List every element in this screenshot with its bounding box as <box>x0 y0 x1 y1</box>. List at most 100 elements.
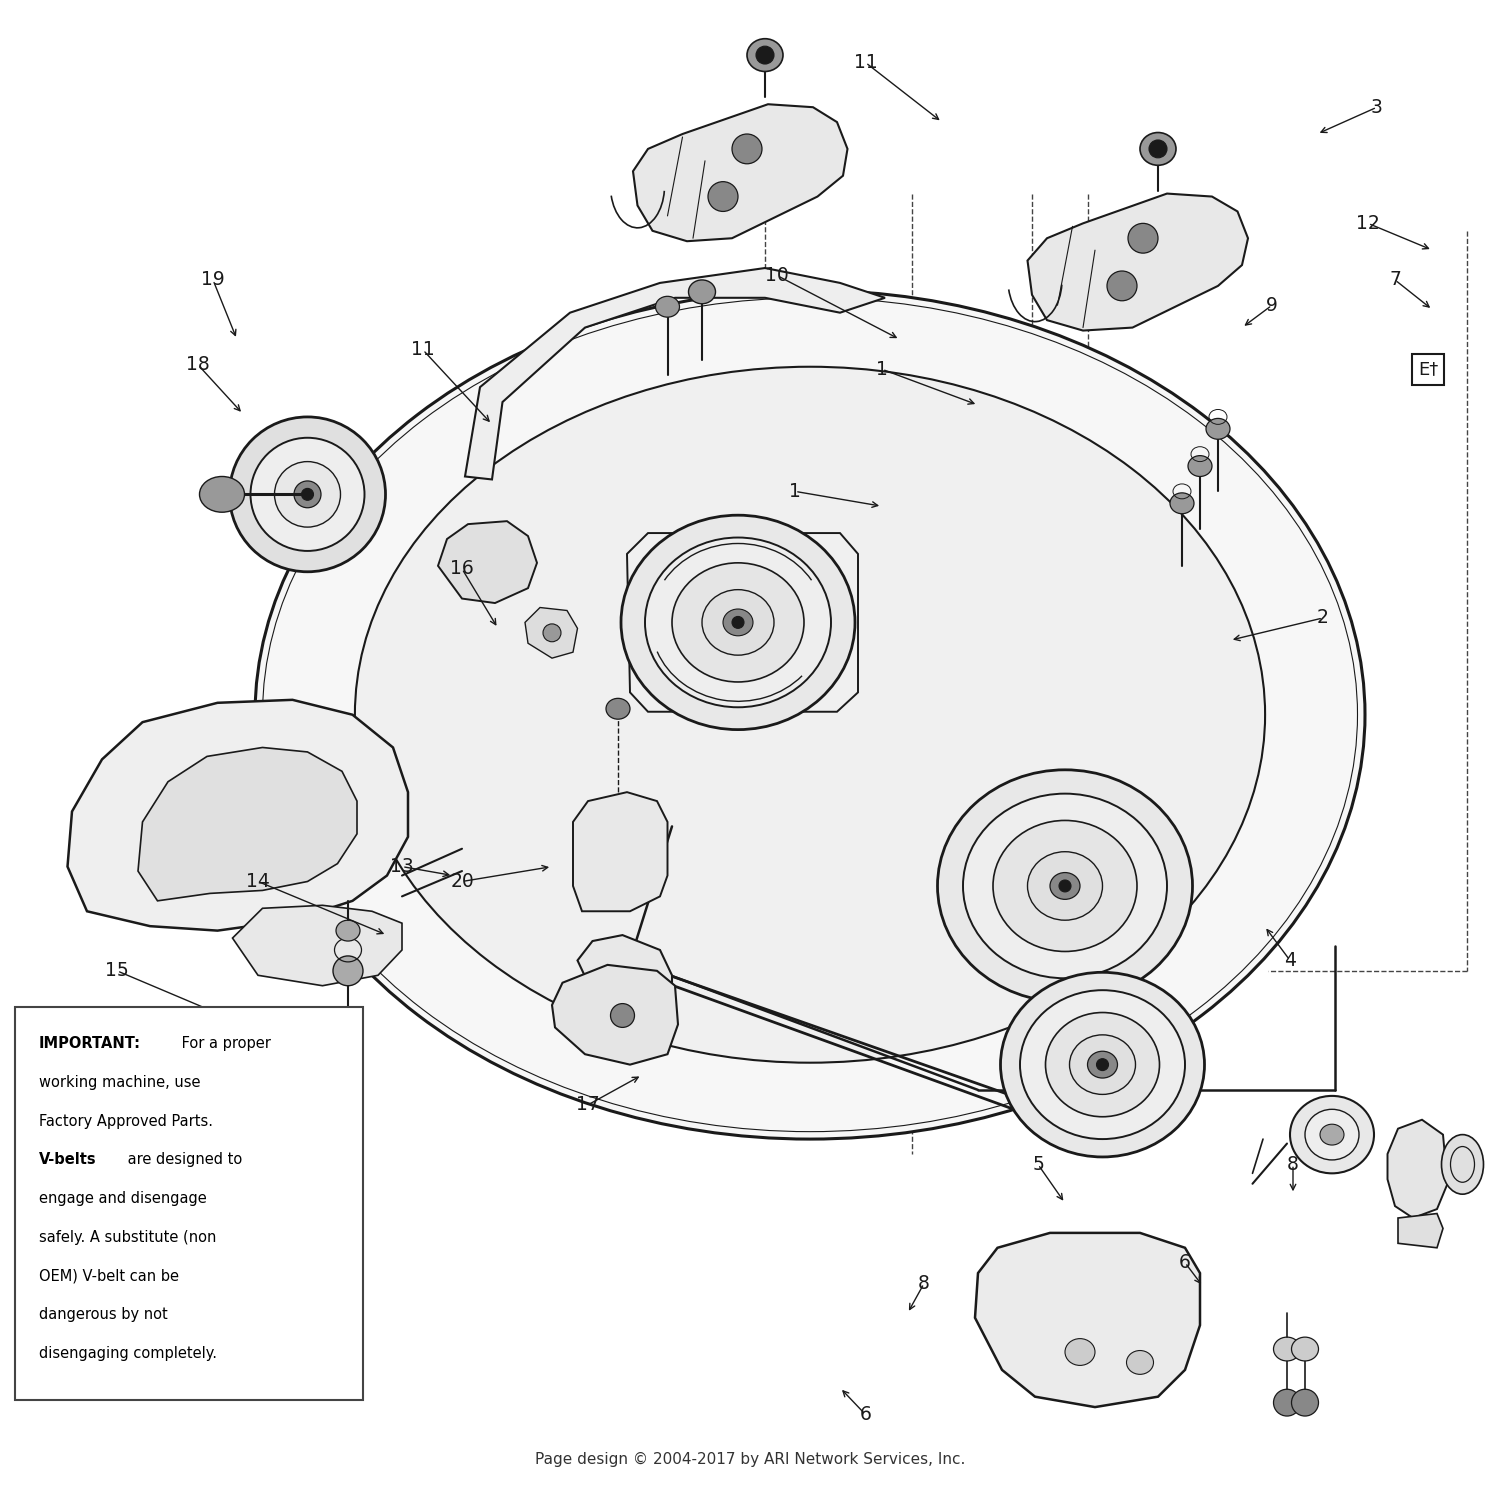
Text: 16: 16 <box>450 560 474 578</box>
Ellipse shape <box>747 39 783 71</box>
Text: 1: 1 <box>789 482 801 500</box>
Text: IMPORTANT:: IMPORTANT: <box>39 1036 141 1051</box>
Ellipse shape <box>993 820 1137 951</box>
Text: 20: 20 <box>450 873 474 890</box>
Ellipse shape <box>1170 493 1194 514</box>
Polygon shape <box>438 521 537 603</box>
Ellipse shape <box>606 698 630 719</box>
Text: Page design © 2004-2017 by ARI Network Services, Inc.: Page design © 2004-2017 by ARI Network S… <box>536 1452 964 1467</box>
Polygon shape <box>1028 194 1248 331</box>
Text: 12: 12 <box>1356 214 1380 232</box>
Ellipse shape <box>200 476 244 512</box>
Text: 4: 4 <box>1284 951 1296 969</box>
Ellipse shape <box>1000 972 1204 1157</box>
Ellipse shape <box>1046 1013 1160 1117</box>
Ellipse shape <box>356 366 1264 1063</box>
Ellipse shape <box>274 462 340 527</box>
Text: safely. A substitute (non: safely. A substitute (non <box>39 1230 216 1245</box>
Ellipse shape <box>1140 133 1176 165</box>
Ellipse shape <box>1305 1109 1359 1160</box>
Ellipse shape <box>938 770 1192 1002</box>
Ellipse shape <box>336 920 360 941</box>
Text: E†: E† <box>1418 360 1438 378</box>
Polygon shape <box>573 792 668 911</box>
Ellipse shape <box>756 46 774 64</box>
Text: 5: 5 <box>1032 1155 1044 1173</box>
Ellipse shape <box>1320 1124 1344 1145</box>
Ellipse shape <box>255 290 1365 1139</box>
Text: 13: 13 <box>390 858 414 876</box>
Ellipse shape <box>645 538 831 707</box>
Ellipse shape <box>1070 1035 1136 1094</box>
Ellipse shape <box>1059 880 1071 892</box>
Ellipse shape <box>1128 223 1158 253</box>
Ellipse shape <box>1290 1096 1374 1173</box>
Ellipse shape <box>1149 140 1167 158</box>
Text: 9: 9 <box>1266 296 1278 314</box>
Text: 18: 18 <box>186 356 210 374</box>
Ellipse shape <box>333 956 363 986</box>
Ellipse shape <box>656 296 680 317</box>
Text: working machine, use: working machine, use <box>39 1075 201 1090</box>
Ellipse shape <box>1096 1059 1108 1071</box>
Text: 1: 1 <box>876 360 888 378</box>
Polygon shape <box>1047 920 1143 1030</box>
Polygon shape <box>578 935 672 1015</box>
Ellipse shape <box>1126 1351 1154 1374</box>
Ellipse shape <box>1188 456 1212 476</box>
Ellipse shape <box>1274 1389 1300 1416</box>
Polygon shape <box>232 905 402 986</box>
Ellipse shape <box>1088 1051 1118 1078</box>
Ellipse shape <box>621 515 855 730</box>
Polygon shape <box>68 700 408 931</box>
Ellipse shape <box>702 590 774 655</box>
Ellipse shape <box>302 488 313 500</box>
Ellipse shape <box>672 563 804 682</box>
Text: ARI: ARI <box>484 579 1016 850</box>
Ellipse shape <box>1028 852 1102 920</box>
Text: engage and disengage: engage and disengage <box>39 1191 207 1206</box>
Text: Factory Approved Parts.: Factory Approved Parts. <box>39 1114 213 1129</box>
Ellipse shape <box>1292 1337 1318 1361</box>
Polygon shape <box>1388 1120 1448 1218</box>
Ellipse shape <box>1065 1339 1095 1365</box>
Ellipse shape <box>1206 418 1230 439</box>
Text: 3: 3 <box>1371 98 1383 116</box>
Text: 7: 7 <box>1389 271 1401 289</box>
Polygon shape <box>1398 1214 1443 1248</box>
Text: 17: 17 <box>576 1096 600 1114</box>
Text: 19: 19 <box>201 271 225 289</box>
Ellipse shape <box>1050 873 1080 899</box>
Ellipse shape <box>230 417 386 572</box>
Text: 6: 6 <box>859 1406 871 1423</box>
Text: 15: 15 <box>105 962 129 980</box>
Text: For a proper: For a proper <box>177 1036 272 1051</box>
Ellipse shape <box>732 616 744 628</box>
Ellipse shape <box>1020 990 1185 1139</box>
Ellipse shape <box>1442 1135 1484 1194</box>
Polygon shape <box>525 608 578 658</box>
Ellipse shape <box>723 609 753 636</box>
Ellipse shape <box>732 134 762 164</box>
Text: 8: 8 <box>918 1275 930 1292</box>
Text: V-belts: V-belts <box>39 1152 96 1167</box>
Polygon shape <box>975 1233 1200 1407</box>
Polygon shape <box>552 965 678 1065</box>
Ellipse shape <box>251 438 364 551</box>
Text: disengaging completely.: disengaging completely. <box>39 1346 218 1361</box>
Text: 10: 10 <box>765 267 789 284</box>
Ellipse shape <box>688 280 715 304</box>
Text: 8: 8 <box>1287 1155 1299 1173</box>
Text: 11: 11 <box>411 341 435 359</box>
Ellipse shape <box>610 1004 634 1027</box>
Text: dangerous by not: dangerous by not <box>39 1307 168 1322</box>
Ellipse shape <box>708 182 738 211</box>
Polygon shape <box>633 104 848 241</box>
Ellipse shape <box>1107 271 1137 301</box>
Text: OEM) V-belt can be: OEM) V-belt can be <box>39 1269 178 1284</box>
Ellipse shape <box>1292 1389 1318 1416</box>
Text: 11: 11 <box>853 54 877 71</box>
Polygon shape <box>138 747 357 901</box>
Text: 14: 14 <box>246 873 270 890</box>
Text: are designed to: are designed to <box>123 1152 243 1167</box>
